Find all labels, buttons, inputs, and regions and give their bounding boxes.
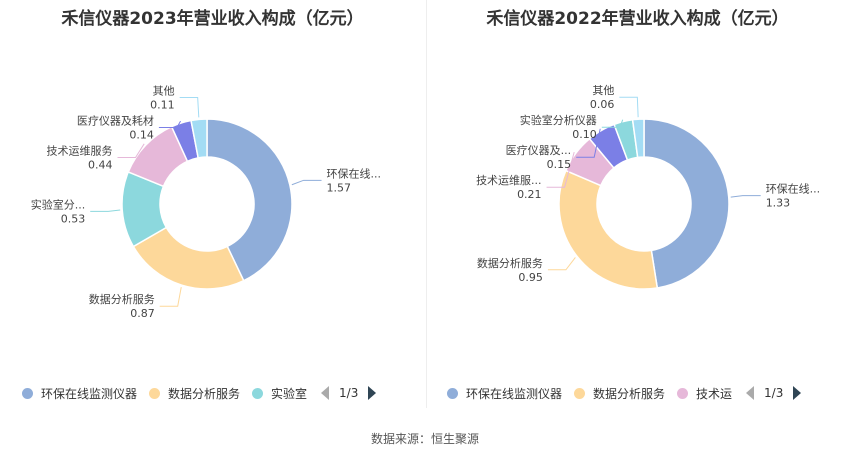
slice-label: 环保在线... <box>327 166 382 180</box>
legend-item[interactable]: 数据分析服务 <box>149 385 240 402</box>
label-leader-line <box>291 179 322 186</box>
slice-value-label: 0.87 <box>130 307 155 320</box>
label-leader-line <box>619 96 639 118</box>
label-leader-line <box>158 120 181 128</box>
legend-item[interactable]: 实验室 <box>252 385 307 402</box>
legend-page-indicator: 1/3 <box>764 386 784 400</box>
donut-slice[interactable] <box>631 118 645 159</box>
donut-slice[interactable] <box>206 118 293 282</box>
chart-panel-2022: 禾信仪器2022年营业收入构成（亿元） 环保在线... 1.33 数据分析服务 0.9… <box>425 0 850 420</box>
legend-item[interactable]: 数据分析服务 <box>574 385 665 402</box>
slice-value-label: 0.10 <box>572 128 597 141</box>
chart-panel-2023: 禾信仪器2023年营业收入构成（亿元） 环保在线... 1.57 数据分析服务 0.8… <box>0 0 425 420</box>
legend-marker-icon <box>574 387 586 399</box>
data-source-note: 数据来源：恒生聚源 <box>370 432 479 446</box>
slice-value-label: 0.95 <box>518 271 543 284</box>
legend-page-indicator: 1/3 <box>339 386 359 400</box>
legend-marker-icon <box>677 387 689 399</box>
slice-value-label: 0.44 <box>88 158 113 171</box>
next-page-icon[interactable] <box>368 386 377 400</box>
label-leader-line <box>117 143 145 158</box>
slice-value-label: 1.33 <box>766 197 791 210</box>
legend-item[interactable]: 环保在线监测仪器 <box>447 385 562 402</box>
slice-label: 实验室分析仪器 <box>520 113 597 127</box>
legend-pager: 1/3 <box>321 386 377 400</box>
legend-marker-icon <box>447 387 458 399</box>
legend-item[interactable]: 技术运 <box>677 385 732 402</box>
slice-label: 技术运维服务 <box>47 144 113 157</box>
slice-label: 其他 <box>153 84 175 97</box>
legend-marker-icon <box>22 387 33 399</box>
prev-page-icon[interactable] <box>746 386 755 400</box>
slice-value-label: 0.53 <box>61 212 86 225</box>
legend-marker-icon <box>149 387 161 399</box>
slice-value-label: 0.06 <box>590 98 615 111</box>
next-page-icon[interactable] <box>793 386 802 400</box>
legend: 环保在线监测仪器 数据分析服务 技术运 1/3 <box>447 384 802 402</box>
slice-label: 医疗仪器及... <box>506 143 572 157</box>
label-leader-line <box>601 119 624 128</box>
slice-label: 数据分析服务 <box>89 292 155 306</box>
slice-label: 数据分析服务 <box>477 256 543 270</box>
slice-label: 其他 <box>592 84 614 97</box>
donut-slice[interactable] <box>558 169 659 290</box>
label-leader-line <box>159 287 182 307</box>
label-leader-line <box>576 128 601 158</box>
chart-title: 禾信仪器2023年营业收入构成（亿元） <box>61 9 364 29</box>
panel-divider <box>426 0 427 408</box>
donut-slice[interactable] <box>643 118 730 289</box>
slice-label: 医疗仪器及耗材 <box>77 113 154 127</box>
slice-value-label: 0.15 <box>547 158 572 171</box>
label-leader-line <box>90 209 121 212</box>
donut-slice[interactable] <box>190 118 208 159</box>
slice-label: 技术运维服... <box>476 174 542 187</box>
slice-value-label: 0.11 <box>150 98 175 111</box>
slice-value-label: 0.14 <box>129 128 154 141</box>
label-leader-line <box>730 195 761 198</box>
slice-value-label: 1.57 <box>327 181 352 194</box>
label-leader-line <box>546 151 575 188</box>
legend-item[interactable]: 环保在线监测仪器 <box>22 385 137 402</box>
slice-label: 环保在线... <box>766 182 821 196</box>
label-leader-line <box>547 257 576 271</box>
label-leader-line <box>179 96 200 118</box>
slice-value-label: 0.21 <box>517 188 542 201</box>
chart-title: 禾信仪器2022年营业收入构成（亿元） <box>486 9 789 29</box>
legend-pager: 1/3 <box>746 386 802 400</box>
prev-page-icon[interactable] <box>321 386 330 400</box>
legend: 环保在线监测仪器 数据分析服务 实验室 1/3 <box>22 384 377 402</box>
slice-label: 实验室分... <box>31 197 86 211</box>
legend-marker-icon <box>252 387 264 399</box>
donut-chart: 环保在线...1.57数据分析服务0.87实验室分...0.53技术运维服务0.… <box>31 84 382 320</box>
